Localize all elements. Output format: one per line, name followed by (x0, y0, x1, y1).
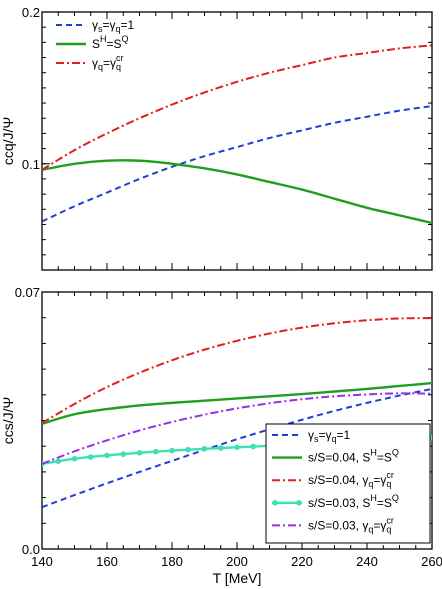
series-marker (250, 443, 257, 450)
legend-label-part: s/S=0.04, (308, 473, 362, 487)
legend-marker (296, 500, 302, 506)
legend-label: γq=γqcr (92, 53, 124, 72)
legend-label: γs=γq=1 (92, 18, 135, 34)
series-marker (234, 444, 240, 451)
legend-label: γs=γq=1 (308, 428, 351, 444)
legend-label-part: H (100, 34, 107, 44)
legend-label-part: S (362, 496, 370, 510)
legend-label-part: =γ (103, 56, 116, 70)
series-line-2 (42, 159, 432, 225)
series-marker (71, 455, 78, 462)
legend-label-part: s/S=0.04, (308, 451, 362, 465)
legend-label: SH=SQ (92, 34, 129, 51)
series-marker (104, 452, 110, 459)
series-line-5 (42, 392, 432, 465)
legend: γs=γq=1s/S=0.04, SH=SQs/S=0.04, γq=γqcrs… (265, 423, 431, 544)
legend-label-part: =γ (319, 428, 332, 442)
y-tick-label: 0.07 (15, 285, 40, 300)
x-tick-label: 160 (96, 554, 118, 569)
y-tick-label: 0.0 (22, 542, 40, 557)
x-tick-label: 200 (226, 554, 248, 569)
legend-label-part: q (116, 62, 121, 72)
series-line-3 (42, 317, 432, 424)
legend-label: s/S=0.03, SH=SQ (308, 493, 399, 510)
legend-label-part: Q (392, 448, 399, 458)
legend-label-part: cr (386, 515, 394, 525)
legend-label-part: Q (392, 493, 399, 503)
x-tick-label: 240 (356, 554, 378, 569)
legend-label-part: =S (377, 496, 392, 510)
legend-label-part: q (98, 62, 103, 72)
bottom-panel: 140 160 180 200 220 240 260 0.0 0.07 ccs/J/Ψ T [Me… (0, 285, 442, 586)
legend-label-part: =S (107, 37, 122, 51)
series-marker (136, 450, 143, 456)
legend-label-part: s (314, 434, 319, 444)
legend-label-part: cr (116, 53, 124, 63)
plot-frame (41, 11, 433, 271)
legend-label-part: H (370, 493, 377, 503)
x-tick-label: 220 (291, 554, 313, 569)
legend-label-part: =γ (373, 473, 386, 487)
legend-label: s/S=0.04, SH=SQ (308, 448, 399, 465)
series-marker (185, 446, 192, 453)
x-axis-title: T [MeV] (213, 570, 262, 586)
legend-box (265, 423, 431, 544)
series-marker (55, 458, 62, 465)
legend-label-part: q (332, 434, 337, 444)
legend-label-part: =γ (103, 18, 116, 32)
legend-label-part: q (386, 479, 391, 489)
series-line-3 (42, 44, 432, 171)
series-line-1 (42, 387, 432, 509)
legend-marker (272, 500, 278, 506)
x-tick-label: 260 (421, 554, 442, 569)
legend-label-part: =1 (121, 18, 135, 32)
legend-label-part: γ (362, 473, 368, 487)
legend-label-part: q (368, 524, 373, 534)
legend-label-part: q (116, 24, 121, 34)
series-marker (120, 451, 127, 457)
legend-label-part: s/S=0.03, (308, 518, 362, 532)
legend-label-part: γ (308, 428, 314, 442)
series-marker (217, 445, 224, 451)
series-marker (201, 445, 208, 452)
y-tick-label: 0.2 (22, 5, 40, 20)
legend-label-part: =S (377, 451, 392, 465)
legend-label-part: s (98, 24, 103, 34)
legend-label-part: q (368, 479, 373, 489)
legend-label-part: cr (386, 470, 394, 480)
legend-label-part: H (370, 448, 377, 458)
legend-label: s/S=0.04, γq=γqcr (308, 470, 394, 489)
y-axis-title: ccq/J/Ψ (0, 117, 16, 165)
legend-label-part: S (362, 451, 370, 465)
legend-label-part: =1 (337, 428, 351, 442)
y-axis-title: ccs/J/Ψ (0, 397, 16, 444)
legend-label: s/S=0.03, γq=γqcr (308, 515, 394, 534)
legend-label-part: Q (122, 34, 129, 44)
series-marker (169, 447, 175, 454)
legend-label-part: γ (92, 56, 98, 70)
legend-label-part: S (92, 37, 100, 51)
legend-label-part: q (386, 524, 391, 534)
x-tick-label: 180 (161, 554, 183, 569)
legend-label-part: γ (92, 18, 98, 32)
legend-label-part: =γ (373, 518, 386, 532)
legend-label-part: s/S=0.03, (308, 496, 362, 510)
series-line-2 (42, 381, 432, 425)
series-marker (87, 454, 94, 460)
series-marker (152, 448, 159, 455)
y-tick-label: 0.1 (22, 157, 40, 172)
series-line-1 (42, 105, 432, 223)
x-tick-label: 140 (31, 554, 53, 569)
legend-label-part: γ (362, 518, 368, 532)
